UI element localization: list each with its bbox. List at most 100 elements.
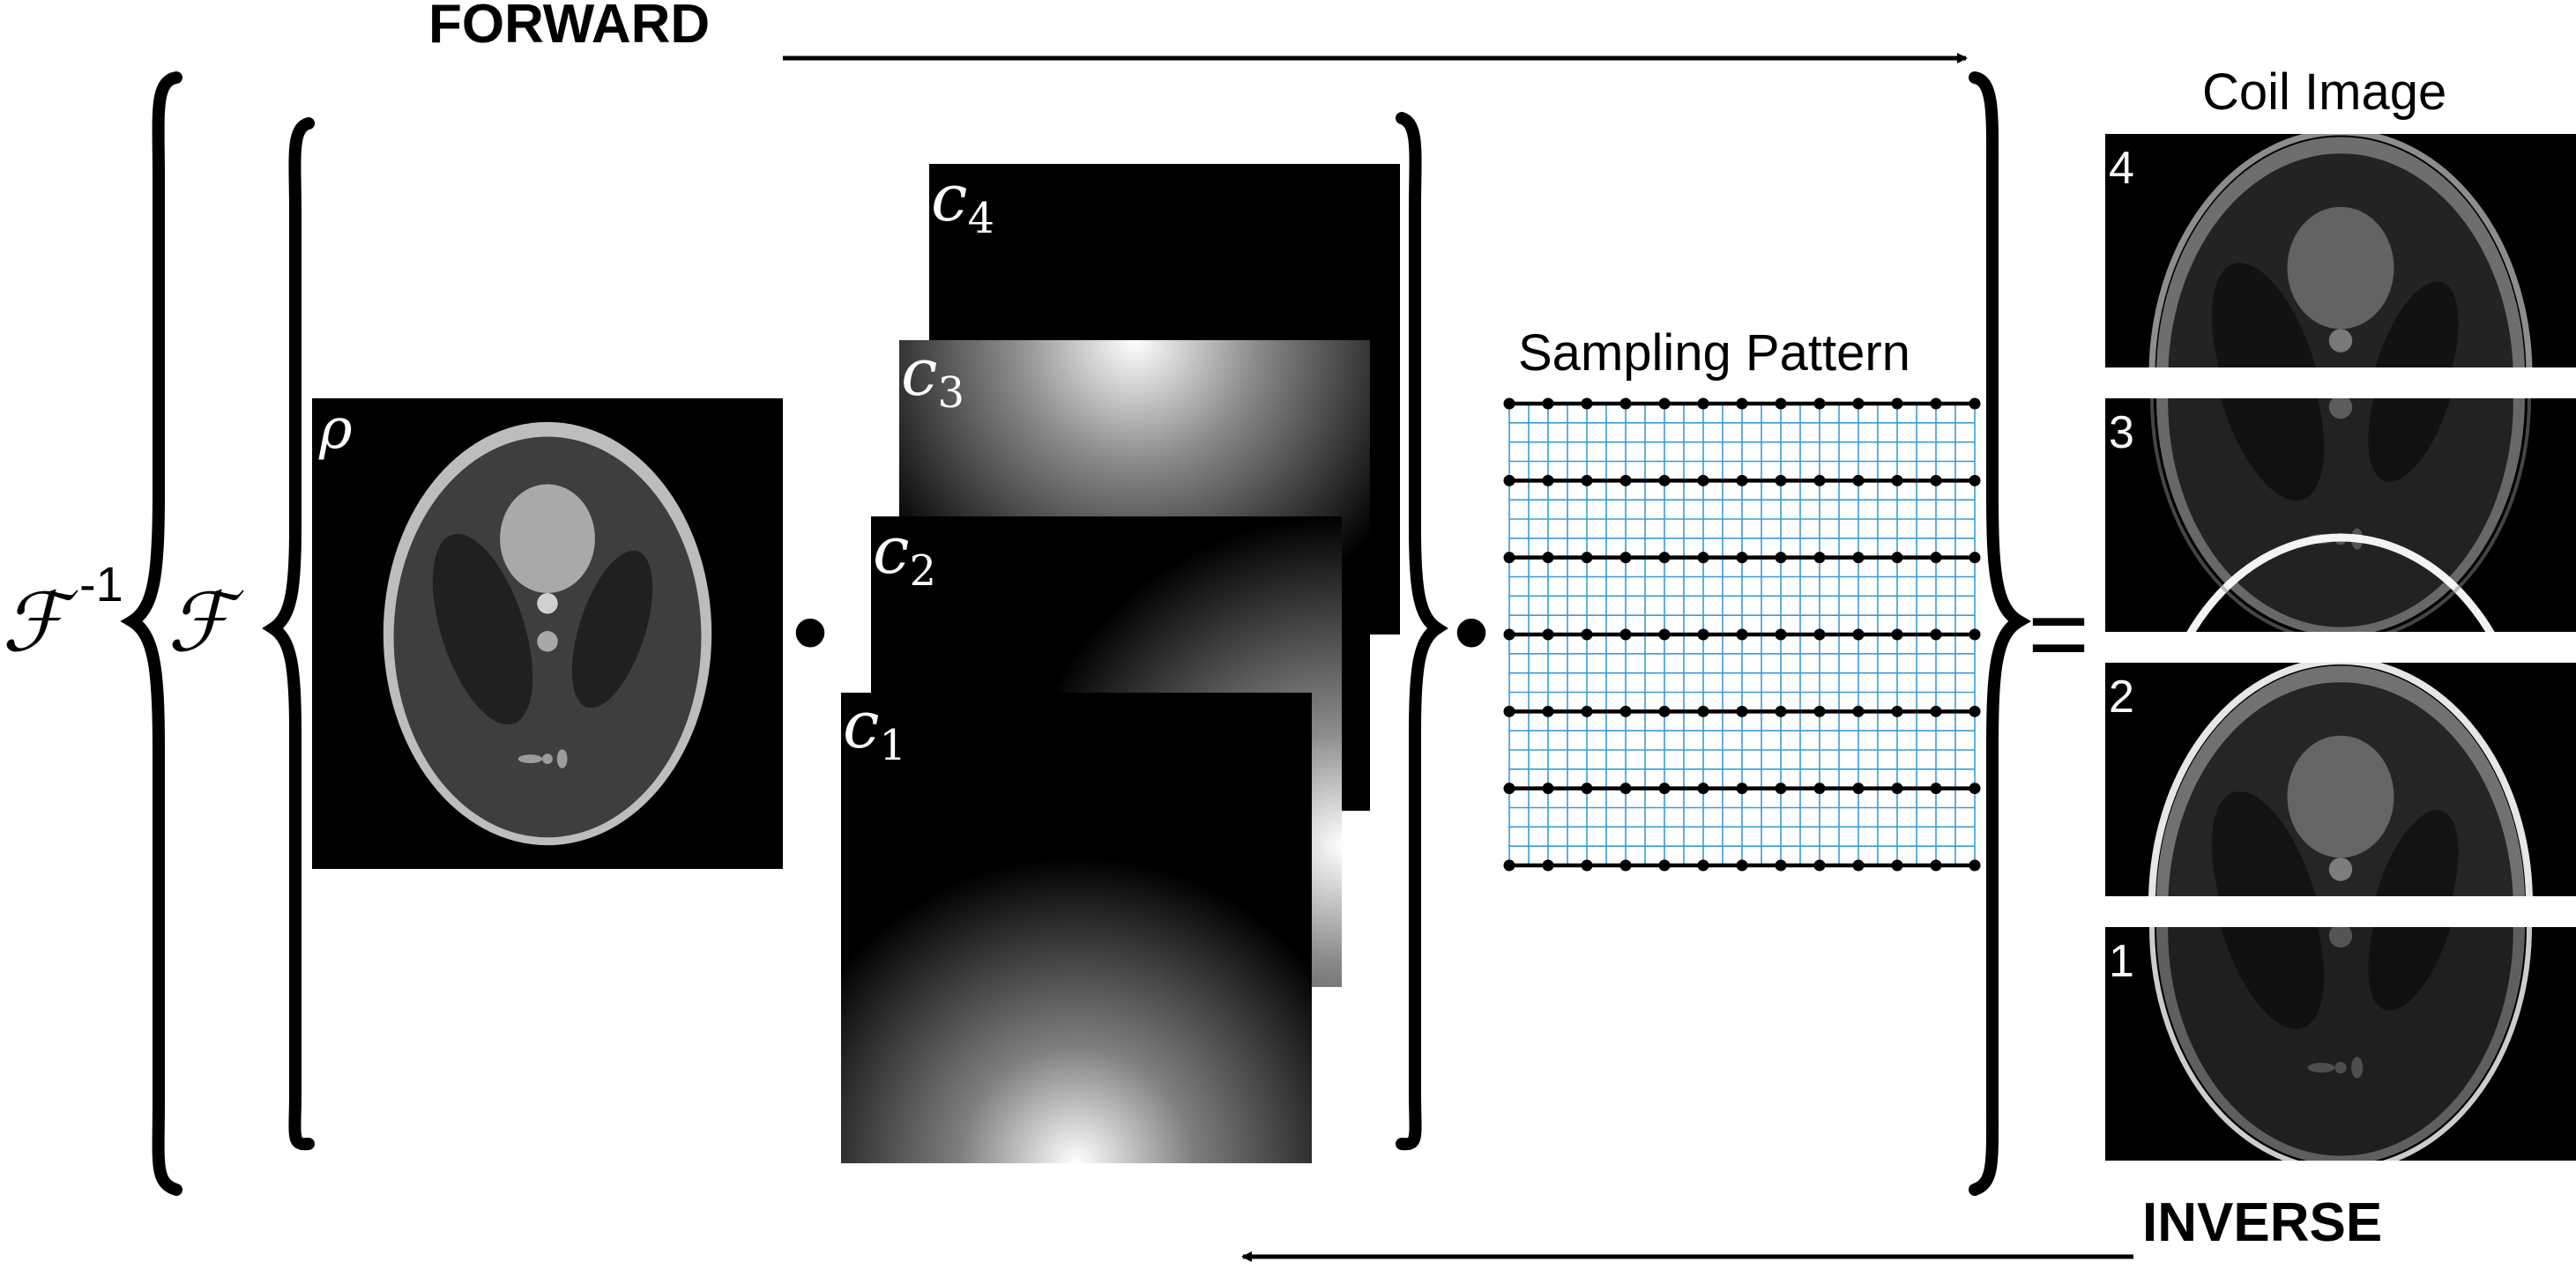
sampled-kspace-point xyxy=(1891,397,1903,410)
coil-image-4: 4 xyxy=(2105,134,2576,367)
inverse-fourier-operator: ℱ -1 xyxy=(2,556,123,670)
inverse-label: INVERSE xyxy=(2142,1192,2382,1253)
sampled-kspace-point xyxy=(1775,859,1787,872)
sampled-kspace-point xyxy=(1503,397,1515,410)
sampled-kspace-point xyxy=(1542,474,1554,486)
coil-image-2-label: 2 xyxy=(2109,672,2134,723)
sampled-kspace-point xyxy=(1581,628,1593,641)
sampled-kspace-point xyxy=(1852,859,1865,872)
sampled-kspace-point xyxy=(1775,397,1787,410)
sampled-kspace-point xyxy=(1658,552,1671,564)
sampled-kspace-point xyxy=(1697,705,1709,717)
sampled-kspace-point xyxy=(1658,474,1671,486)
inverse-fourier-superscript: -1 xyxy=(79,556,123,612)
sampled-kspace-point xyxy=(1891,474,1903,486)
sampled-kspace-point xyxy=(1542,397,1554,410)
coil-image-3: 3 xyxy=(2105,398,2576,632)
forward-arrow: FORWARD xyxy=(428,0,1968,63)
inner-left-brace xyxy=(262,117,315,1151)
sampled-kspace-point xyxy=(1697,474,1709,486)
sampled-kspace-point xyxy=(1891,705,1903,717)
sampled-kspace-point xyxy=(1891,783,1903,795)
sampled-kspace-point xyxy=(1619,474,1632,486)
sampled-kspace-point xyxy=(1619,628,1632,641)
sampled-kspace-point xyxy=(1852,552,1865,564)
sampled-kspace-point xyxy=(1852,783,1865,795)
coil-image-2: 2 xyxy=(2105,663,2576,896)
sampling-lines xyxy=(1503,397,1981,872)
sampled-kspace-point xyxy=(1619,705,1632,717)
sampled-kspace-point xyxy=(1697,397,1709,410)
sampled-kspace-point xyxy=(1658,783,1671,795)
sampled-kspace-point xyxy=(1813,859,1826,872)
sampled-kspace-point xyxy=(1813,783,1826,795)
phantom-image: ρ xyxy=(312,397,783,869)
sampled-kspace-point xyxy=(1736,859,1748,872)
coil-sensitivity-c1-symbol: c1 xyxy=(843,687,906,770)
sampled-kspace-point xyxy=(1852,628,1865,641)
sampled-kspace-point xyxy=(1581,552,1593,564)
sampled-kspace-point xyxy=(1775,705,1787,717)
coil-sensitivity-stack: c4 c3 c2 c1 xyxy=(841,160,1400,1163)
sampled-kspace-point xyxy=(1813,474,1826,486)
sampled-kspace-point xyxy=(1503,474,1515,486)
sampled-kspace-point xyxy=(1697,552,1709,564)
sampled-kspace-point xyxy=(1969,859,1981,872)
sampled-kspace-point xyxy=(1930,783,1942,795)
sampled-kspace-point xyxy=(1969,397,1981,410)
sampled-kspace-point xyxy=(1969,628,1981,641)
sampled-kspace-point xyxy=(1581,859,1593,872)
sampled-kspace-point xyxy=(1736,628,1748,641)
coil-sensitivity-c1: c1 xyxy=(841,687,1312,1163)
coil-sensitivity-c4-symbol: c4 xyxy=(931,160,994,243)
sampled-kspace-point xyxy=(1736,705,1748,717)
sampled-kspace-point xyxy=(1697,859,1709,872)
sampled-kspace-point xyxy=(1775,783,1787,795)
sampled-kspace-point xyxy=(1736,552,1748,564)
sampled-kspace-point xyxy=(1775,628,1787,641)
sampled-kspace-point xyxy=(1542,628,1554,641)
sampled-kspace-point xyxy=(1581,397,1593,410)
sampled-kspace-point xyxy=(1581,474,1593,486)
sampled-kspace-point xyxy=(1813,628,1826,641)
sampled-kspace-point xyxy=(1969,705,1981,717)
sampled-kspace-point xyxy=(1930,705,1942,717)
multiply-dot-1: • xyxy=(792,573,829,691)
forward-label: FORWARD xyxy=(428,0,710,55)
sampled-kspace-point xyxy=(1891,859,1903,872)
sampling-pattern: Sampling Pattern xyxy=(1503,324,1981,872)
sampled-kspace-point xyxy=(1736,783,1748,795)
sampled-kspace-point xyxy=(1658,705,1671,717)
sampled-kspace-point xyxy=(1852,705,1865,717)
sampled-kspace-point xyxy=(1503,705,1515,717)
multiply-dot-2: • xyxy=(1453,573,1490,691)
sampled-kspace-point xyxy=(1813,705,1826,717)
sampled-kspace-point xyxy=(1619,397,1632,410)
sampled-kspace-point xyxy=(1891,628,1903,641)
inner-right-brace xyxy=(1396,112,1448,1151)
coil-image-3-label: 3 xyxy=(2109,407,2134,458)
sampled-kspace-point xyxy=(1581,705,1593,717)
coil-image-1: 1 xyxy=(2105,927,2576,1161)
sampled-kspace-point xyxy=(1658,859,1671,872)
coil-image-4-label: 4 xyxy=(2109,143,2134,194)
sampled-kspace-point xyxy=(1891,552,1903,564)
sampled-kspace-point xyxy=(1736,474,1748,486)
inverse-arrow: INVERSE xyxy=(1241,1192,2382,1262)
sampled-kspace-point xyxy=(1697,783,1709,795)
sampled-kspace-point xyxy=(1930,628,1942,641)
sampled-kspace-point xyxy=(1813,552,1826,564)
sampled-kspace-point xyxy=(1503,859,1515,872)
sampled-kspace-point xyxy=(1736,397,1748,410)
sampled-kspace-point xyxy=(1542,705,1554,717)
inverse-fourier-symbol: ℱ xyxy=(2,575,78,670)
sampled-kspace-point xyxy=(1619,859,1632,872)
sampled-kspace-point xyxy=(1542,783,1554,795)
sampled-kspace-point xyxy=(1852,397,1865,410)
sampled-kspace-point xyxy=(1813,397,1826,410)
sampled-kspace-point xyxy=(1619,552,1632,564)
sampled-kspace-point xyxy=(1542,552,1554,564)
sampled-kspace-point xyxy=(1658,397,1671,410)
coil-sensitivity-c3-symbol: c3 xyxy=(901,335,964,418)
